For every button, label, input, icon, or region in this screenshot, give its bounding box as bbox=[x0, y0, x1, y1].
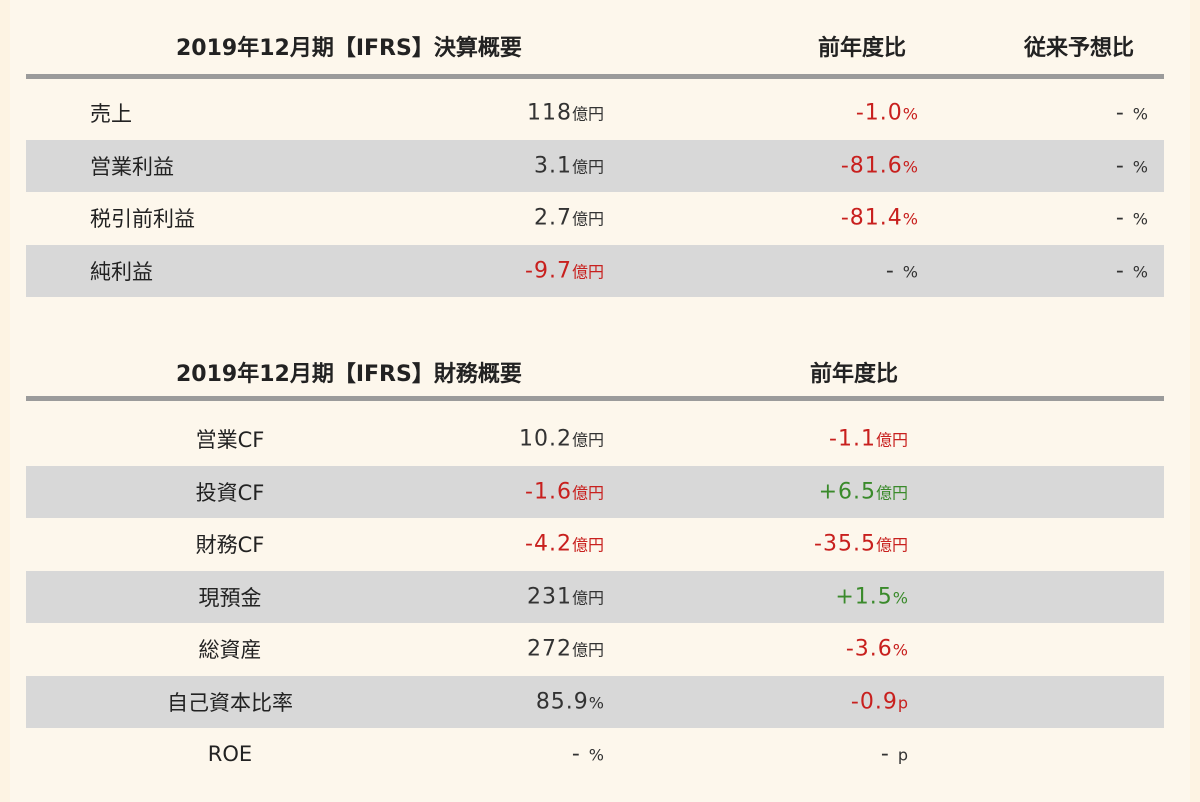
row-value: 272億円 bbox=[526, 636, 604, 662]
row-label: 売上 bbox=[90, 102, 132, 127]
table-row: 総資産 272億円 -3.6% bbox=[26, 623, 1164, 676]
finance-yoy-header: 前年度比 bbox=[810, 362, 899, 387]
row-yoy: -81.6% bbox=[840, 153, 918, 179]
finance-header-rule bbox=[26, 396, 1164, 401]
row-forecast: - % bbox=[1115, 258, 1148, 284]
income-summary-table: 2019年12月期【IFRS】決算概要 前年度比 従来予想比 売上 118億円 … bbox=[26, 0, 1164, 297]
row-yoy: -81.4% bbox=[840, 205, 918, 231]
income-yoy-header: 前年度比 bbox=[818, 36, 907, 61]
table-row: 売上 118億円 -1.0% - % bbox=[26, 87, 1164, 140]
table-row: 現預金 231億円 +1.5% bbox=[26, 570, 1164, 623]
income-header-rule bbox=[26, 74, 1164, 79]
row-label: 税引前利益 bbox=[90, 207, 195, 232]
row-value: 85.9% bbox=[535, 689, 604, 715]
table-row: 税引前利益 2.7億円 -81.4% - % bbox=[26, 192, 1164, 245]
row-label: 財務CF bbox=[195, 533, 265, 558]
table-row: 営業利益 3.1億円 -81.6% - % bbox=[26, 139, 1164, 192]
income-header: 2019年12月期【IFRS】決算概要 前年度比 従来予想比 bbox=[26, 0, 1164, 74]
row-label: 現預金 bbox=[198, 585, 262, 610]
table-row: 財務CF -4.2億円 -35.5億円 bbox=[26, 518, 1164, 571]
table-row: 投資CF -1.6億円 +6.5億円 bbox=[26, 465, 1164, 518]
row-value: 118億円 bbox=[526, 100, 604, 126]
row-yoy: -3.6% bbox=[845, 636, 908, 662]
row-value: 10.2億円 bbox=[519, 426, 604, 452]
row-value: -4.2億円 bbox=[525, 531, 604, 557]
content-panel bbox=[10, 0, 1190, 802]
table-row: 自己資本比率 85.9% -0.9p bbox=[26, 675, 1164, 728]
row-value: -9.7億円 bbox=[525, 258, 604, 284]
row-label: 営業CF bbox=[195, 428, 265, 453]
table-row: 純利益 -9.7億円 - % - % bbox=[26, 244, 1164, 297]
row-label: 営業利益 bbox=[90, 154, 174, 179]
row-yoy: -35.5億円 bbox=[814, 531, 908, 557]
row-label: 自己資本比率 bbox=[167, 690, 293, 715]
income-title: 2019年12月期【IFRS】決算概要 bbox=[176, 36, 522, 61]
table-row: 営業CF 10.2億円 -1.1億円 bbox=[26, 413, 1164, 466]
finance-summary-table: 2019年12月期【IFRS】財務概要 前年度比 営業CF 10.2億円 -1.… bbox=[26, 322, 1164, 781]
finance-title: 2019年12月期【IFRS】財務概要 bbox=[176, 362, 522, 387]
row-yoy: +6.5億円 bbox=[818, 479, 908, 505]
row-forecast: - % bbox=[1115, 100, 1148, 126]
row-value: 231億円 bbox=[526, 584, 604, 610]
row-yoy: - % bbox=[885, 258, 918, 284]
row-yoy: - p bbox=[880, 741, 908, 767]
table-row: ROE - % - p bbox=[26, 728, 1164, 781]
row-label: 純利益 bbox=[90, 259, 153, 284]
finance-header: 2019年12月期【IFRS】財務概要 前年度比 bbox=[26, 322, 1164, 396]
income-forecast-header: 従来予想比 bbox=[1024, 36, 1135, 61]
row-forecast: - % bbox=[1115, 205, 1148, 231]
row-label: ROE bbox=[207, 742, 253, 767]
row-value: 2.7億円 bbox=[533, 205, 604, 231]
row-forecast: - % bbox=[1115, 153, 1148, 179]
row-yoy: -1.1億円 bbox=[829, 426, 908, 452]
row-label: 総資産 bbox=[198, 638, 262, 663]
row-yoy: +1.5% bbox=[835, 584, 908, 610]
row-label: 投資CF bbox=[195, 480, 265, 505]
row-value: - % bbox=[571, 741, 604, 767]
row-yoy: -1.0% bbox=[855, 100, 918, 126]
row-value: -1.6億円 bbox=[525, 479, 604, 505]
row-yoy: -0.9p bbox=[850, 689, 908, 715]
row-value: 3.1億円 bbox=[533, 153, 604, 179]
